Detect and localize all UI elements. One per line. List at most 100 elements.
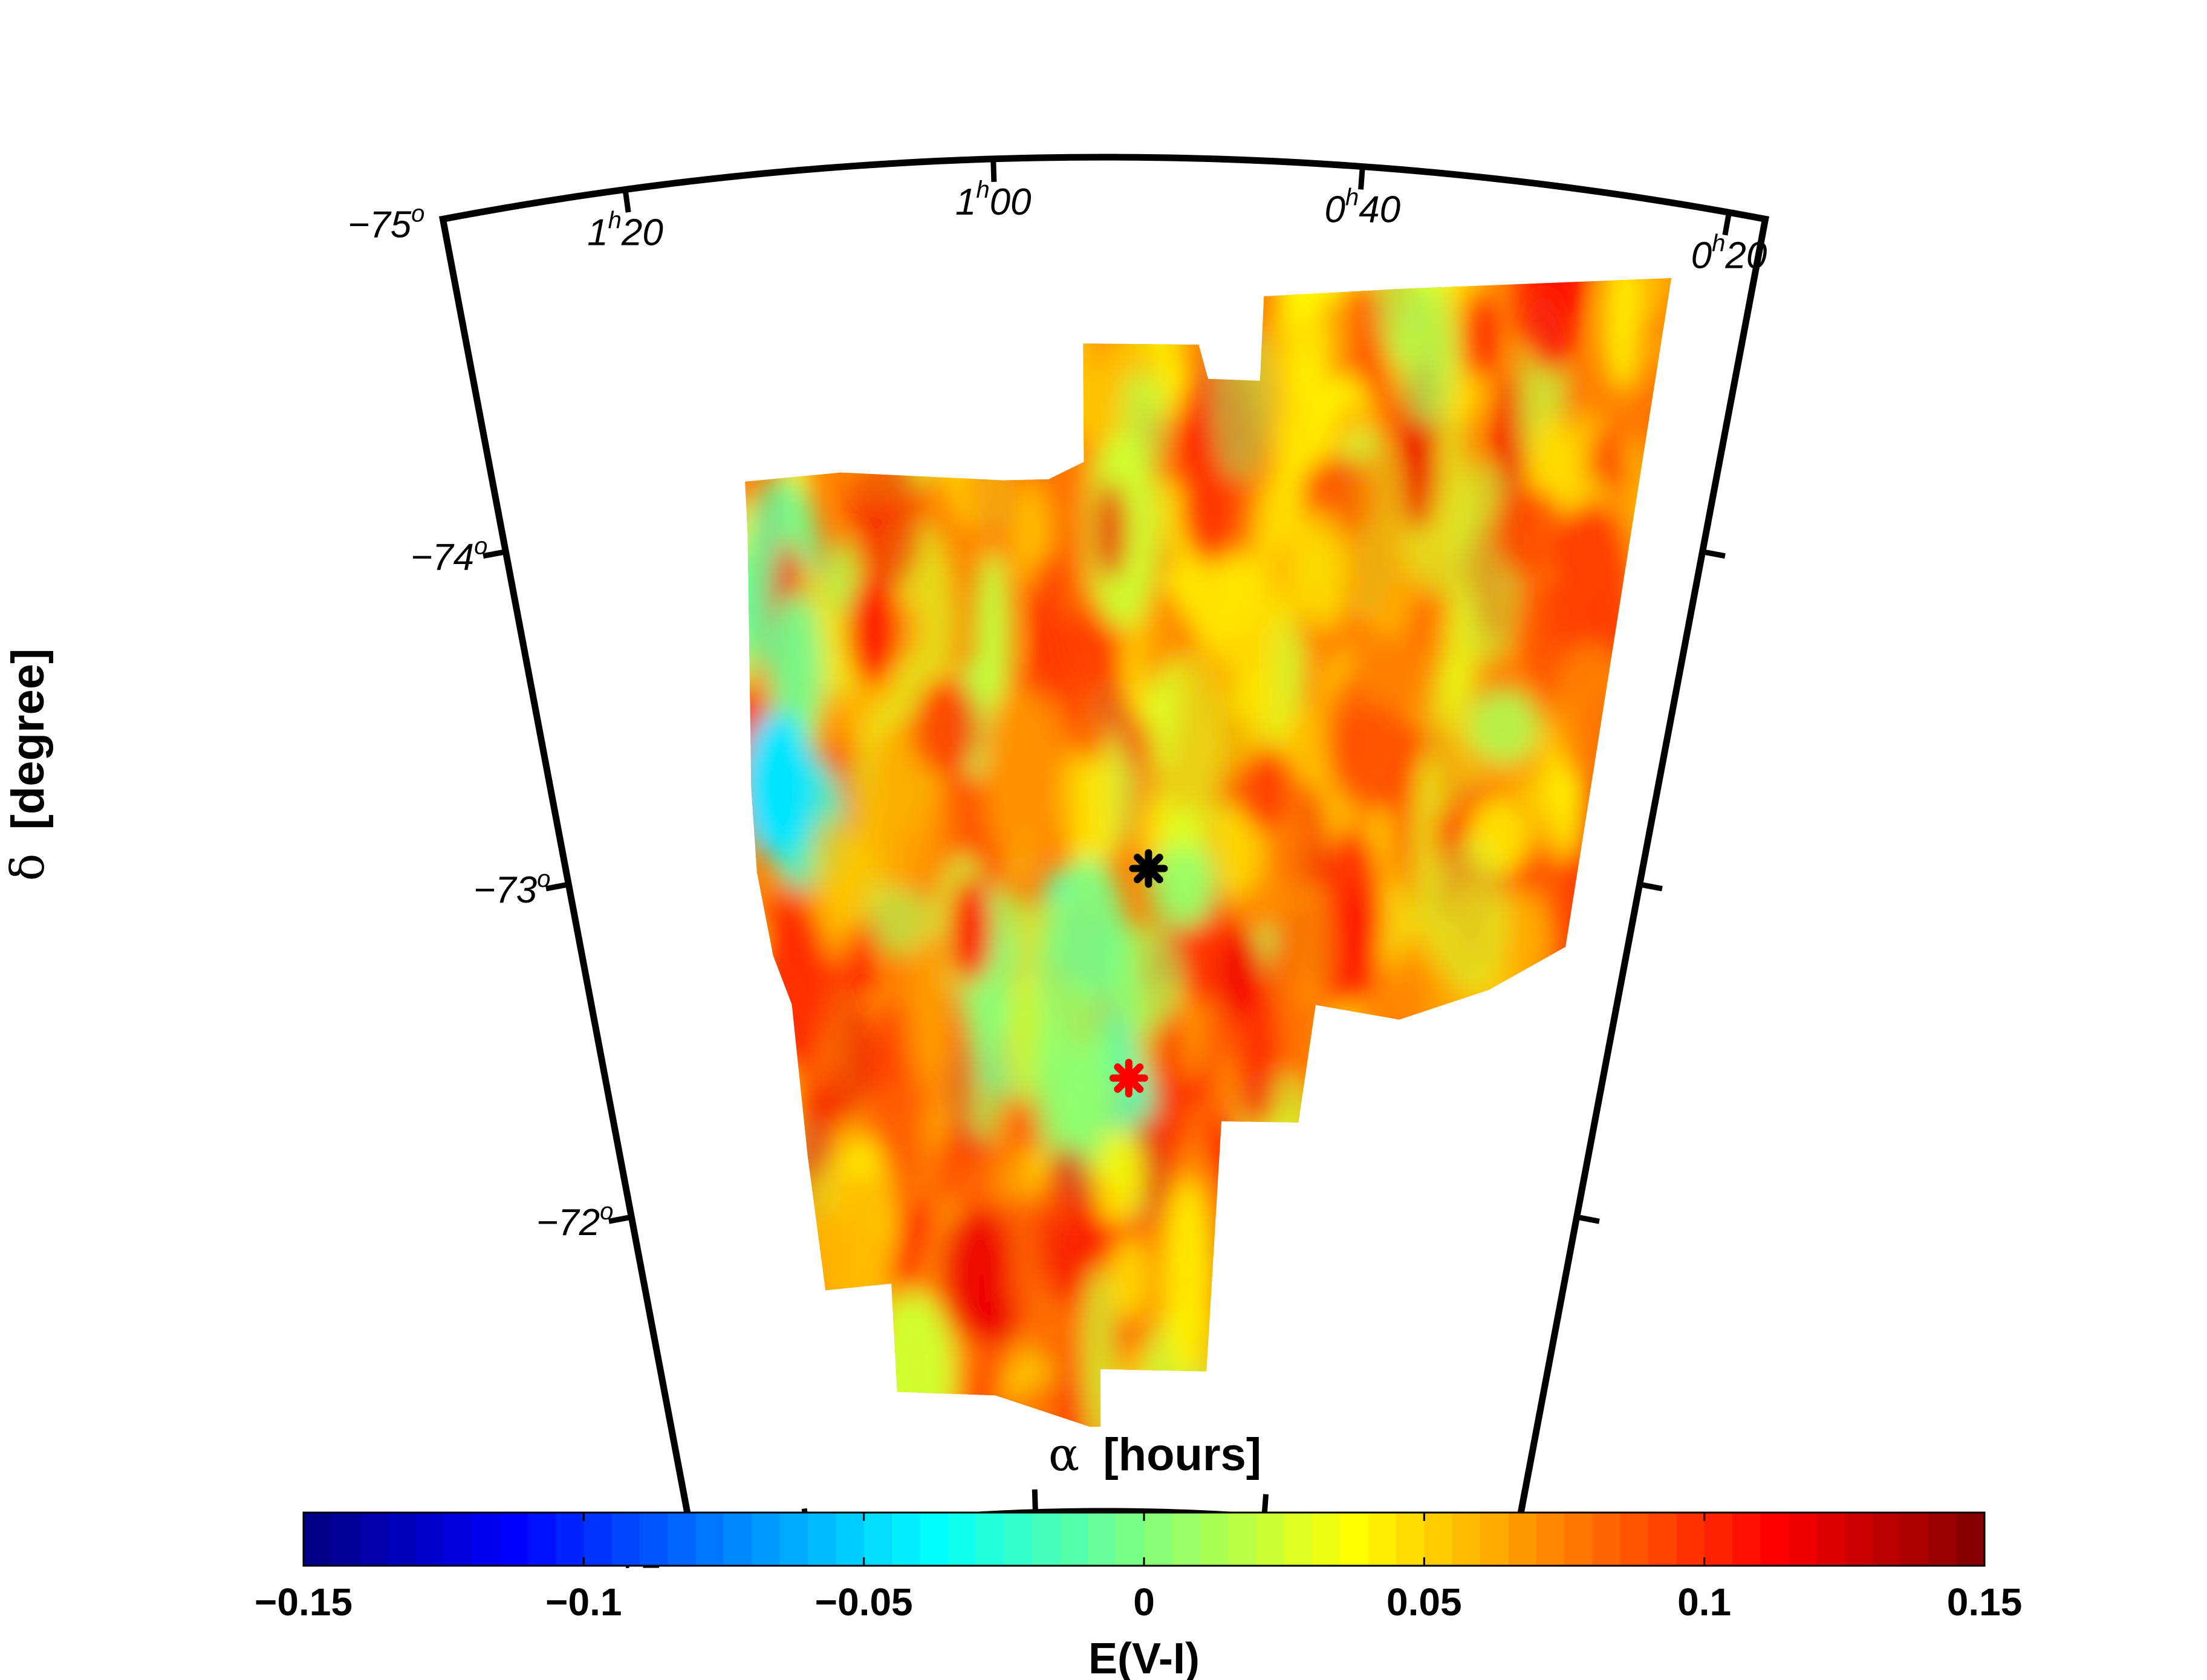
- extinction-field-blobs: [541, 119, 1672, 1427]
- field-patch: [1272, 1241, 1336, 1412]
- field-patch: [669, 553, 730, 631]
- field-patch: [1437, 1273, 1518, 1361]
- ra-hours: 0: [1324, 189, 1345, 231]
- field-patch: [911, 679, 981, 775]
- field-patch: [1489, 1118, 1536, 1218]
- hours-symbol: h: [608, 207, 622, 233]
- x-axis-symbol: α: [1048, 1427, 1079, 1481]
- field-patch: [765, 1389, 809, 1427]
- ra-tick-label: 1h00: [955, 177, 1032, 223]
- field-patch: [987, 351, 1070, 469]
- field-patch: [745, 1016, 781, 1117]
- colorbar-label: E(V-I): [1088, 1635, 1200, 1680]
- ra-tick: [1722, 212, 1732, 236]
- colorbar-tick-labels: −0.15 −0.1 −0.05 0 0.05 0.1 0.15: [255, 1580, 2022, 1624]
- field-patch: [831, 278, 908, 352]
- y-axis-symbol: δ: [1, 854, 54, 881]
- field-patch: [1289, 1197, 1337, 1326]
- field-patch: [814, 1297, 859, 1389]
- field-patch: [1232, 973, 1281, 1132]
- field-patch: [1309, 1242, 1384, 1352]
- y-axis-text: [degree]: [2, 649, 54, 830]
- field-patch: [1451, 1207, 1483, 1402]
- dec-tick: [1576, 1214, 1600, 1224]
- field-patch: [625, 858, 681, 1036]
- dec-tick: [1639, 881, 1663, 892]
- field-patch: [1047, 278, 1113, 304]
- field-patch: [682, 536, 725, 702]
- field-patch: [961, 362, 1018, 543]
- field-patch: [819, 1370, 873, 1427]
- field-patch: [810, 816, 854, 961]
- field-patch: [666, 612, 727, 717]
- degree-symbol: o: [411, 200, 424, 227]
- field-patch: [850, 443, 924, 592]
- ra-tick-label: 1h20: [587, 207, 663, 253]
- field-patch: [651, 812, 729, 897]
- field-patch: [1388, 1392, 1461, 1427]
- field-patch: [1079, 119, 1130, 263]
- degree-symbol: o: [600, 1198, 613, 1225]
- field-patch: [1255, 1298, 1298, 1384]
- field-patch: [1341, 1330, 1403, 1427]
- field-patch: [1634, 354, 1672, 456]
- field-patch: [1408, 278, 1454, 302]
- field-patch: [1435, 1335, 1472, 1427]
- field-patch: [711, 1179, 744, 1372]
- dec-tick-label: −74o: [411, 533, 487, 579]
- field-patch: [973, 552, 1011, 718]
- field-patch: [939, 1207, 1013, 1340]
- field-patch: [1136, 278, 1189, 367]
- markers: [1109, 849, 1168, 1098]
- field-patch: [889, 278, 951, 375]
- field-cool-spot: [745, 712, 815, 857]
- field-patch: [863, 719, 938, 894]
- field-patch: [1434, 1203, 1494, 1387]
- field-patch: [1029, 278, 1105, 342]
- field-patch: [1107, 923, 1183, 1031]
- field-patch: [745, 1012, 792, 1202]
- ra-tick-label: 0h20: [1691, 230, 1767, 276]
- field-patch: [580, 572, 614, 666]
- field-patch: [947, 397, 1012, 483]
- field-patch: [1150, 652, 1223, 853]
- field-patch: [1060, 602, 1117, 764]
- field-patch: [1263, 1143, 1319, 1332]
- field-patch: [628, 602, 709, 681]
- colorbar-tick-label: 0: [1133, 1580, 1155, 1624]
- field-patch: [1031, 979, 1114, 1178]
- field-patch: [579, 547, 622, 722]
- field-patch: [1036, 1146, 1099, 1302]
- red-star-marker: [1109, 1059, 1148, 1098]
- field-patch: [1257, 1340, 1294, 1427]
- field-patch: [594, 374, 663, 509]
- field-patch: [745, 1267, 816, 1343]
- x-axis-title: α [hours]: [1048, 1427, 1261, 1481]
- field-patch: [666, 208, 738, 375]
- field-patch: [1090, 1128, 1146, 1224]
- field-patch: [1471, 1252, 1509, 1406]
- black-star-marker: [1129, 849, 1168, 888]
- field-patch: [1035, 278, 1108, 322]
- field-patch: [1025, 556, 1067, 705]
- field-patch: [662, 408, 700, 491]
- field-patch: [593, 881, 665, 1027]
- field-patch: [745, 1318, 791, 1427]
- field-patch: [810, 278, 853, 349]
- field-patch: [1007, 278, 1045, 450]
- field-patch: [1217, 1301, 1260, 1415]
- ra-minutes: 40: [1359, 189, 1400, 231]
- field-patch: [678, 863, 713, 1052]
- field-patch: [1305, 1003, 1378, 1138]
- field-patch: [541, 552, 603, 691]
- field-patch: [590, 406, 669, 510]
- field-patch: [661, 409, 705, 532]
- field-patch: [1255, 471, 1310, 628]
- hours-symbol: h: [1712, 230, 1725, 256]
- ra-tick: [622, 189, 631, 213]
- field-patch: [833, 1174, 891, 1357]
- field-patch: [1053, 857, 1125, 1007]
- field-patch: [840, 1338, 878, 1427]
- dec-tick: [1702, 549, 1726, 559]
- field-patch: [1324, 1224, 1405, 1411]
